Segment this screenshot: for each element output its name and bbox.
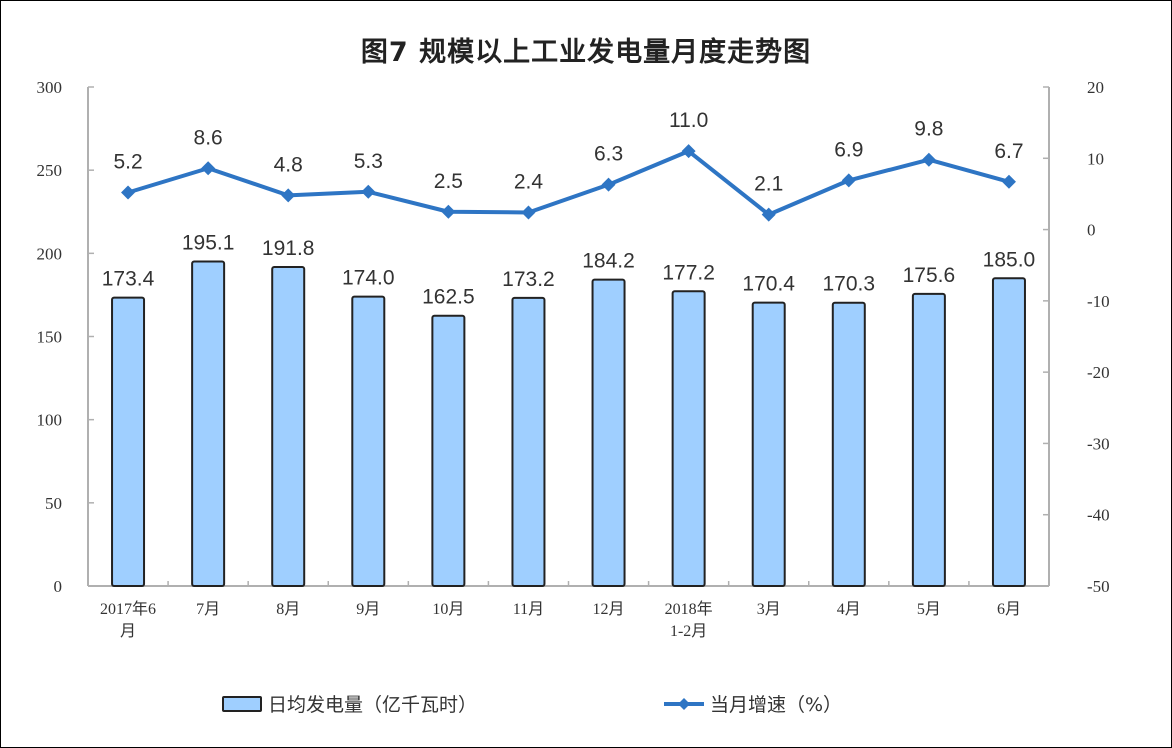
- bar: [191, 260, 226, 587]
- y-left-tick-label: 300: [37, 78, 63, 97]
- bar-value-label: 184.2: [582, 250, 635, 273]
- bar: [991, 277, 1026, 587]
- x-tick-label: 12月: [593, 601, 625, 618]
- line-marker: [281, 188, 296, 203]
- line-marker: [201, 161, 216, 176]
- line-value-label: 2.1: [754, 173, 783, 196]
- chart-title: 图7 规模以上工业发电量月度走势图: [360, 37, 812, 68]
- x-tick-label: 7月: [196, 601, 220, 618]
- line-value-label: 5.3: [354, 150, 383, 173]
- y-right-tick-label: -40: [1087, 506, 1110, 525]
- x-tick-label: 8月: [276, 601, 300, 618]
- y-right-tick-label: 0: [1087, 221, 1096, 240]
- y-right-tick-label: -20: [1087, 363, 1110, 382]
- x-tick-label: 6月: [997, 601, 1021, 618]
- x-tick-label: 2017年6: [100, 600, 156, 618]
- line-marker: [841, 173, 856, 188]
- line-marker: [601, 177, 616, 192]
- legend-item-bar: 日均发电量（亿千瓦时）: [222, 690, 477, 717]
- y-left-tick-label: 200: [37, 244, 63, 263]
- bar: [351, 295, 386, 587]
- line-marker: [921, 152, 936, 167]
- bar-value-label: 191.8: [262, 237, 315, 260]
- y-right-tick-label: 20: [1087, 78, 1104, 97]
- bar-value-label: 185.0: [983, 248, 1036, 271]
- y-left-tick-label: 150: [37, 328, 63, 347]
- line-value-label: 5.2: [113, 151, 142, 174]
- y-left-tick-label: 50: [45, 494, 62, 513]
- x-tick-label: 1-2月: [670, 623, 707, 640]
- legend-item-line: 当月增速（%）: [664, 690, 842, 717]
- x-tick-label: 9月: [356, 601, 380, 618]
- y-left-tick-label: 250: [37, 161, 63, 180]
- line-value-label: 6.9: [834, 138, 863, 161]
- line-value-label: 4.8: [274, 153, 303, 176]
- bar: [591, 278, 626, 587]
- x-tick-label: 月: [120, 623, 136, 640]
- bar: [111, 296, 146, 587]
- line-marker: [361, 184, 376, 199]
- line-value-label: 8.6: [194, 126, 223, 149]
- line-value-label: 6.3: [594, 143, 623, 166]
- bar: [511, 296, 546, 587]
- bar-value-label: 177.2: [662, 261, 715, 284]
- y-left-tick-label: 0: [54, 577, 63, 596]
- line-marker: [521, 205, 536, 220]
- x-tick-label: 11月: [513, 601, 544, 618]
- x-tick-label: 5月: [917, 601, 941, 618]
- x-tick-label: 4月: [837, 601, 861, 618]
- bar-value-label: 173.4: [102, 268, 155, 291]
- line-value-label: 9.8: [914, 118, 943, 141]
- bar-value-label: 174.0: [342, 267, 395, 290]
- line-marker: [1001, 174, 1016, 189]
- growth-line: [127, 149, 1010, 217]
- bar-value-label: 170.3: [823, 273, 876, 296]
- bar: [271, 265, 306, 587]
- bar: [751, 301, 786, 587]
- bar-value-label: 162.5: [422, 286, 475, 309]
- line-marker: [441, 204, 456, 219]
- line-swatch-icon: [664, 697, 704, 710]
- line-marker: [121, 185, 136, 200]
- bar: [831, 301, 866, 587]
- legend-line-label: 当月增速（%）: [710, 694, 843, 716]
- x-tick-label: 3月: [757, 601, 781, 618]
- y-right-tick-label: 10: [1087, 149, 1104, 168]
- bar-swatch-icon: [222, 695, 262, 712]
- bar: [671, 290, 706, 587]
- line-value-label: 2.4: [514, 170, 544, 193]
- bar: [431, 314, 466, 587]
- bar: [911, 292, 946, 587]
- line-marker: [681, 144, 696, 159]
- y-right-tick-label: -10: [1087, 292, 1110, 311]
- line-value-label: 11.0: [669, 109, 708, 132]
- bar-value-label: 175.6: [903, 264, 956, 287]
- x-tick-label: 10月: [432, 601, 464, 618]
- bar-value-label: 170.4: [742, 273, 795, 296]
- line-value-label: 2.5: [434, 170, 463, 193]
- line-value-label: 6.7: [994, 140, 1023, 163]
- legend-bar-label: 日均发电量（亿千瓦时）: [268, 694, 478, 716]
- y-right-tick-label: -30: [1087, 434, 1110, 453]
- y-right-tick-label: -50: [1087, 577, 1110, 596]
- x-tick-label: 2018年: [665, 600, 713, 618]
- bar-value-label: 195.1: [182, 231, 235, 254]
- y-left-tick-label: 100: [37, 411, 63, 430]
- bar-value-label: 173.2: [502, 268, 555, 291]
- line-marker: [761, 207, 776, 222]
